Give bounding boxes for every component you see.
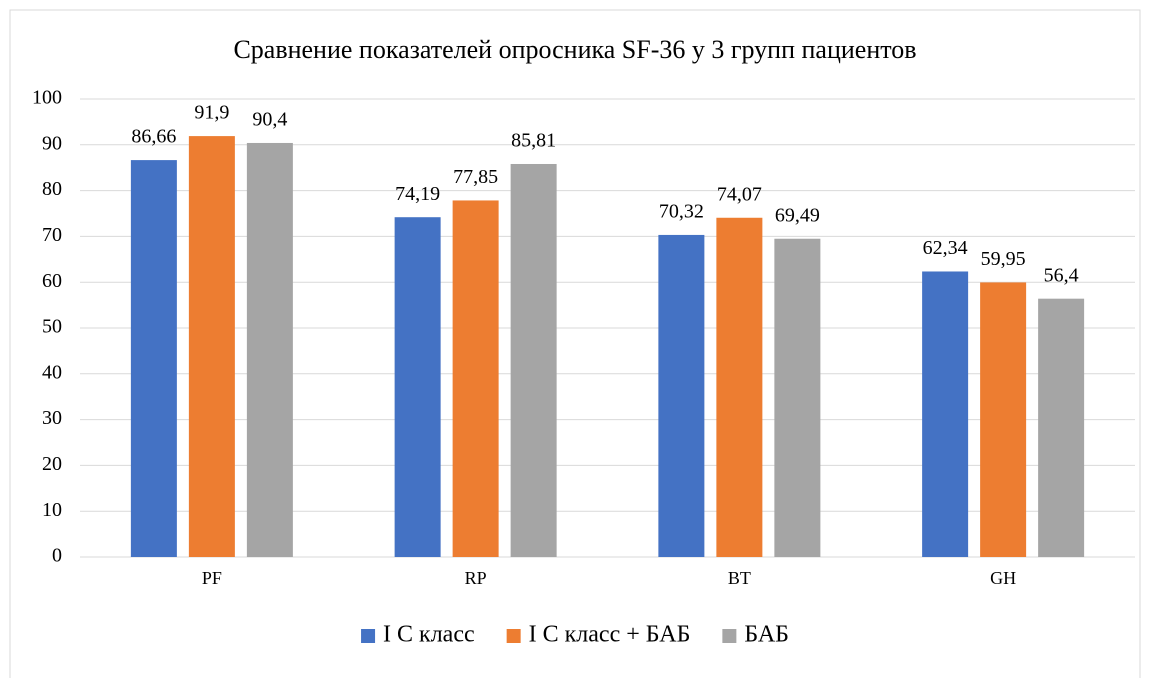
- bar: [246, 142, 293, 557]
- value-label: 62,34: [923, 237, 968, 259]
- value-label: 85,81: [511, 130, 556, 152]
- bar: [130, 160, 177, 557]
- value-label: 74,19: [395, 183, 440, 205]
- y-tick-label: 60: [42, 270, 62, 292]
- bar: [510, 163, 557, 557]
- y-tick-label: 20: [42, 453, 62, 475]
- legend-swatch: [722, 629, 737, 643]
- value-label: 91,9: [194, 102, 229, 124]
- bar: [452, 200, 499, 557]
- y-tick-label: 0: [52, 545, 62, 567]
- value-label: 77,85: [453, 166, 498, 188]
- y-tick-label: 30: [42, 407, 62, 429]
- bar: [922, 271, 969, 557]
- bar: [716, 217, 763, 557]
- value-label: 56,4: [1044, 264, 1079, 286]
- value-label: 86,66: [131, 126, 176, 148]
- x-tick-label: PF: [202, 568, 222, 588]
- y-tick-label: 90: [42, 132, 62, 154]
- bar: [980, 282, 1027, 557]
- legend-swatch: [361, 629, 376, 643]
- legend-label: БАБ: [744, 622, 789, 648]
- bar: [774, 238, 821, 558]
- y-tick-label: 80: [42, 178, 62, 200]
- value-label: 70,32: [659, 201, 704, 223]
- y-tick-label: 10: [42, 499, 62, 521]
- value-label: 69,49: [775, 204, 820, 226]
- bar: [658, 234, 705, 558]
- y-tick-label: 40: [42, 361, 62, 383]
- value-label: 59,95: [981, 248, 1026, 270]
- legend-label: I С класс: [383, 622, 475, 648]
- x-tick-label: BT: [728, 568, 751, 588]
- bar: [188, 136, 235, 557]
- legend-swatch: [506, 629, 521, 643]
- chart-border: [9, 9, 1141, 678]
- y-tick-label: 50: [42, 316, 62, 338]
- x-tick-label: GH: [990, 568, 1016, 588]
- bar: [394, 217, 441, 558]
- bar: [1038, 298, 1085, 557]
- legend-label: I С класс + БАБ: [529, 622, 691, 648]
- x-tick-label: RP: [465, 568, 487, 588]
- y-tick-label: 100: [32, 87, 62, 109]
- value-label: 74,07: [717, 183, 762, 205]
- y-tick-label: 70: [42, 224, 62, 246]
- chart-title: Сравнение показателей опросника SF-36 у …: [233, 35, 916, 64]
- value-label: 90,4: [252, 109, 287, 131]
